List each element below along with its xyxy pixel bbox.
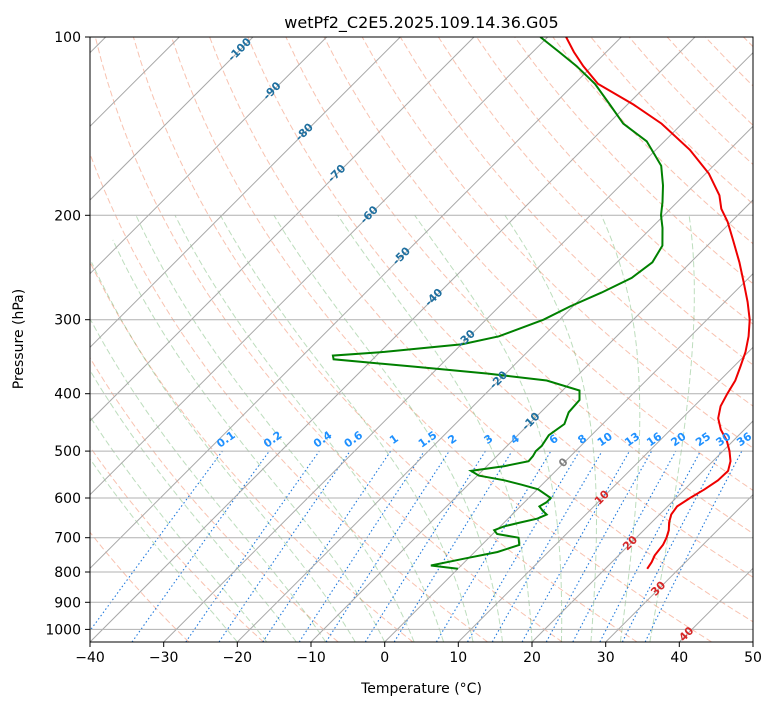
- x-tick-label: −40: [75, 650, 105, 666]
- isotherm-line: [236, 125, 753, 642]
- moist-adiabat-line: [112, 239, 386, 642]
- y-tick-label: 900: [54, 595, 81, 611]
- y-tick-label: 800: [54, 565, 81, 581]
- x-tick-label: −10: [296, 650, 326, 666]
- mixing-ratio-line: [185, 450, 320, 642]
- y-tick-label: 300: [54, 313, 81, 329]
- isotherm-line: [90, 37, 475, 422]
- moist-adiabat-line: [90, 369, 297, 642]
- mixing-ratio-line: [572, 450, 677, 642]
- mixing-ratio-line: [393, 450, 513, 642]
- dewpoint-curve: [331, 37, 665, 570]
- mixing-ratio-line: [298, 450, 425, 642]
- isotherm-line: [90, 37, 549, 496]
- dry-adiabat-line: [132, 37, 638, 642]
- moist-adiabat-line: [90, 415, 268, 642]
- temperature-curve: [565, 37, 751, 570]
- plot-area: 0.1 0.2 0.4 0.6 1 1.5 2 3 4 6 8 10 13 16 20 25 30 36-100-…: [90, 37, 754, 642]
- isotherm-line: [163, 51, 753, 642]
- isotherm-line: [310, 199, 753, 642]
- isotherm-line: [90, 37, 254, 201]
- isotherm-line: [457, 346, 753, 642]
- x-tick-label: −30: [149, 650, 179, 666]
- mixing-ratio-line: [644, 450, 743, 642]
- isotherm-line: [531, 420, 753, 642]
- moist-adiabat-line: [414, 215, 563, 642]
- y-tick-label: 500: [54, 444, 81, 460]
- moist-adiabat-line: [337, 215, 533, 642]
- dry-adiabat-line: [437, 37, 753, 366]
- y-tick-label: 200: [54, 208, 81, 224]
- x-tick-label: 10: [449, 650, 467, 666]
- dry-adiabat-line: [171, 37, 712, 642]
- mixing-ratio-line: [521, 450, 630, 642]
- isotherm-line: [90, 37, 622, 570]
- x-tick-label: −20: [223, 650, 253, 666]
- dry-adiabat-line: [514, 37, 753, 285]
- moist-adiabat-line: [504, 215, 597, 642]
- y-tick-label: 700: [54, 531, 81, 547]
- dry-adiabat-line: [399, 37, 753, 407]
- x-tick-label: 40: [670, 650, 688, 666]
- dry-adiabats: [90, 37, 753, 642]
- y-tick-label: 400: [54, 387, 81, 403]
- moist-adiabat-line: [219, 215, 474, 642]
- mixing-ratio-line: [262, 450, 392, 642]
- x-tick-label: 50: [744, 650, 762, 666]
- dry-adiabat-line: [90, 531, 190, 642]
- moist-adiabat-line: [649, 215, 695, 642]
- plot-frame: [89, 36, 754, 643]
- x-axis-label: Temperature (°C): [360, 681, 482, 697]
- mixing-ratio-label: 36: [734, 430, 754, 450]
- x-axis-ticks: −40 −30 −20 −10 0 10 20 30 40 50: [75, 642, 762, 666]
- dry-adiabat-line: [209, 37, 753, 623]
- dry-adiabat-line: [361, 37, 753, 449]
- y-tick-label: 100: [54, 30, 81, 46]
- x-tick-label: 30: [597, 650, 615, 666]
- moist-adiabat-line: [90, 317, 327, 642]
- dry-adiabat-line: [285, 37, 753, 535]
- dry-adiabat-line: [90, 446, 264, 642]
- y-tick-label: 1000: [45, 622, 81, 638]
- chart-title: wetPf2_C2E5.2025.109.14.36.G05: [284, 13, 558, 33]
- y-tick-label: 600: [54, 491, 81, 507]
- isotherm-line: [90, 37, 696, 642]
- moist-adiabat-line: [174, 215, 445, 642]
- mixing-ratio-lines: [90, 450, 743, 642]
- moist-adiabat-line: [91, 262, 356, 642]
- moist-adiabat-line: [273, 215, 503, 642]
- isotherm-line: [384, 272, 753, 642]
- dry-adiabat-line: [90, 356, 339, 642]
- moist-adiabat-line: [90, 457, 238, 642]
- mixing-ratio-line: [218, 450, 351, 642]
- sounding-curves: [331, 37, 751, 570]
- x-tick-label: 20: [523, 650, 541, 666]
- moist-adiabat-line: [135, 215, 415, 642]
- isotherm-line: [90, 37, 401, 349]
- mixing-ratio-line: [325, 450, 450, 642]
- mixing-ratio-line: [545, 450, 653, 642]
- dry-adiabat-line: [90, 152, 488, 642]
- isobar-grid: [90, 37, 753, 630]
- x-tick-label: 0: [380, 650, 389, 666]
- moist-adiabat-line: [600, 215, 641, 642]
- mixing-ratio-line: [131, 450, 270, 642]
- isotherm-line: [605, 493, 753, 642]
- moist-adiabats: [90, 215, 695, 642]
- y-axis-ticks: 100 200 300 400 500 600 700 800 900 1000: [45, 30, 90, 638]
- mixing-ratio-line: [90, 450, 223, 632]
- dry-adiabat-line: [247, 37, 753, 578]
- isotherm-line: [90, 37, 328, 275]
- y-axis-label: Pressure (hPa): [11, 289, 27, 389]
- skewed-isotherms: [90, 37, 753, 642]
- dry-adiabat-line: [94, 37, 563, 642]
